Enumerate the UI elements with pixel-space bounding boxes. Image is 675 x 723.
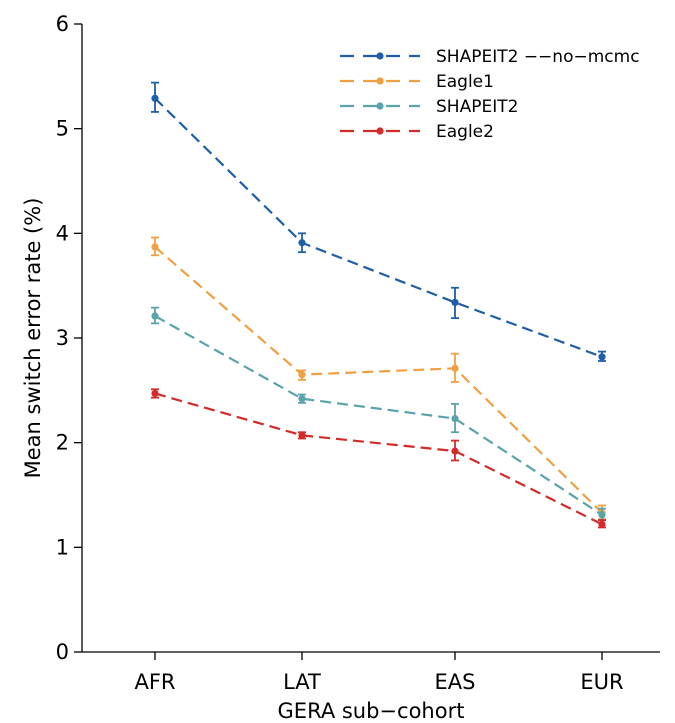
data-point: [451, 414, 459, 423]
data-point: [598, 511, 606, 519]
legend-item: Eagle2: [340, 122, 494, 142]
legend-marker: [376, 102, 384, 110]
series: [151, 388, 606, 529]
legend-item: SHAPEIT2: [340, 97, 518, 117]
data-point: [151, 243, 159, 251]
data-point: [298, 239, 306, 247]
x-tick-label: EAS: [435, 670, 476, 694]
legend-label: SHAPEIT2: [436, 97, 518, 117]
y-tick-label: 3: [56, 326, 69, 350]
y-axis-title: Mean switch error rate (%): [21, 198, 45, 479]
axes: 0 1 2 3 4 5 6 AFR LAT EAS EUR: [56, 12, 660, 694]
series: [151, 81, 606, 362]
x-axis-title: GERA sub−cohort: [278, 699, 465, 723]
data-point: [451, 364, 459, 372]
legend-label: Eagle2: [436, 122, 494, 142]
data-point: [298, 371, 306, 379]
y-tick-label: 4: [56, 221, 69, 245]
series-line: [154, 315, 603, 516]
y-tick-label: 5: [56, 117, 69, 141]
x-tick-label: EUR: [580, 670, 623, 694]
data-point: [151, 312, 159, 320]
data-point: [298, 431, 306, 439]
legend-marker: [376, 52, 384, 60]
data-point: [598, 353, 606, 361]
data-point: [298, 395, 306, 403]
series-line: [154, 97, 603, 358]
y-tick-label: 6: [56, 12, 69, 36]
legend-item: Eagle1: [340, 72, 494, 92]
y-tick-label: 1: [56, 535, 69, 559]
x-tick-label: AFR: [134, 670, 175, 694]
y-tick-label: 0: [56, 640, 69, 664]
series: [151, 306, 606, 522]
series-layer: [151, 81, 606, 529]
data-point: [451, 298, 459, 307]
legend-item: SHAPEIT2 −−no−mcmc: [340, 47, 640, 67]
legend-marker: [376, 127, 384, 135]
series-line: [154, 246, 603, 514]
data-point: [451, 447, 459, 455]
legend: SHAPEIT2 −−no−mcmc Eagle1 SHAPEIT2 Eagle2: [340, 47, 640, 142]
data-point: [151, 94, 159, 102]
series: [151, 236, 606, 520]
legend-label: SHAPEIT2 −−no−mcmc: [436, 47, 640, 67]
legend-label: Eagle1: [436, 72, 494, 92]
series-line: [154, 392, 603, 526]
data-point: [598, 520, 606, 528]
legend-marker: [376, 77, 384, 85]
y-tick-label: 2: [56, 431, 69, 455]
x-tick-label: LAT: [283, 670, 321, 694]
data-point: [151, 389, 159, 398]
